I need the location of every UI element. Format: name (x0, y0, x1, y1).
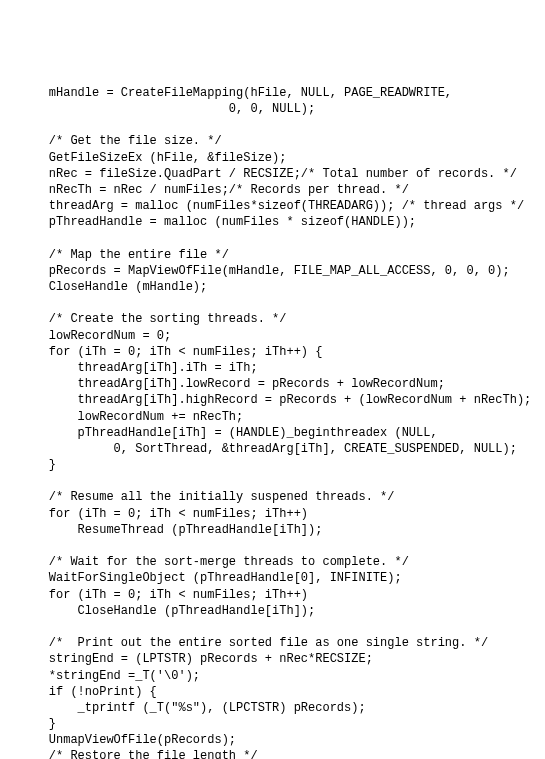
code-block: mHandle = CreateFileMapping(hFile, NULL,… (20, 85, 525, 759)
